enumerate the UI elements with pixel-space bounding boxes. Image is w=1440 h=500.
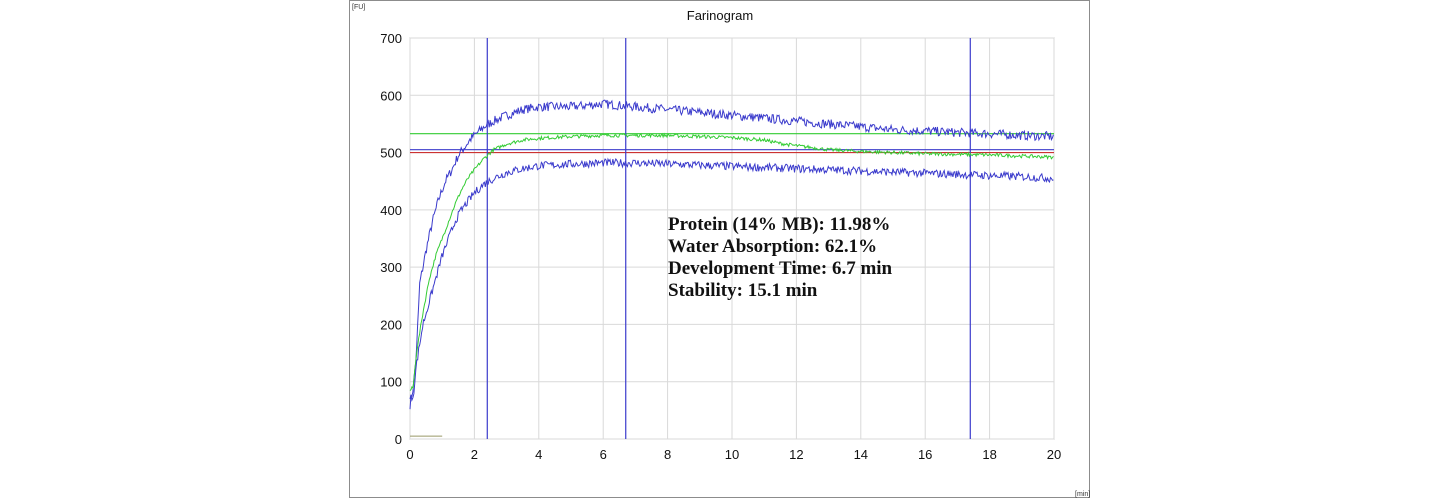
x-tick-label-6: 6 [600,447,607,462]
x-tick-label-16: 16 [918,447,932,462]
data-series [409,99,1054,437]
y-tick-label-500: 500 [380,146,402,161]
x-tick-label-12: 12 [789,447,803,462]
annotation-stability: Stability: 15.1 min [668,280,818,301]
y-tick-label-0: 0 [395,432,402,447]
x-axis-ticks: 0 2 4 6 8 10 12 14 16 18 20 [406,447,1061,462]
x-tick-label-20: 20 [1047,447,1061,462]
farinogram-chart: [FU] [min] Farinogram 0 2 4 6 8 10 12 14 16 18 20 … [352,4,1090,498]
annotation-development-time: Development Time: 6.7 min [668,258,893,279]
y-tick-label-300: 300 [380,260,402,275]
y-axis-ticks: 0 100 200 300 400 500 600 700 [380,31,402,447]
farinogram-chart-frame: [FU] [min] Farinogram 0 2 4 6 8 10 12 14 16 18 20 … [349,0,1090,498]
x-tick-label-2: 2 [471,447,478,462]
x-tick-label-0: 0 [406,447,413,462]
y-tick-label-600: 600 [380,88,402,103]
x-tick-label-14: 14 [854,447,868,462]
annotation-block: Protein (14% MB): 11.98% Water Absorptio… [668,214,893,301]
chart-title: Farinogram [687,8,753,23]
series-line-upper-band [409,99,1054,410]
y-tick-label-200: 200 [380,317,402,332]
x-tick-label-8: 8 [664,447,671,462]
annotation-protein: Protein (14% MB): 11.98% [668,214,890,235]
y-tick-label-100: 100 [380,375,402,390]
x-tick-label-18: 18 [982,447,996,462]
series-line-median [409,132,1054,391]
y-axis-unit-label: [FU] [352,4,365,11]
series-line-lower-band [409,157,1054,402]
x-tick-label-10: 10 [725,447,739,462]
y-tick-label-400: 400 [380,203,402,218]
y-tick-label-700: 700 [380,31,402,46]
x-axis-unit-label: [min] [1075,491,1090,498]
annotation-water-absorption: Water Absorption: 62.1% [668,236,877,257]
x-tick-label-4: 4 [535,447,542,462]
